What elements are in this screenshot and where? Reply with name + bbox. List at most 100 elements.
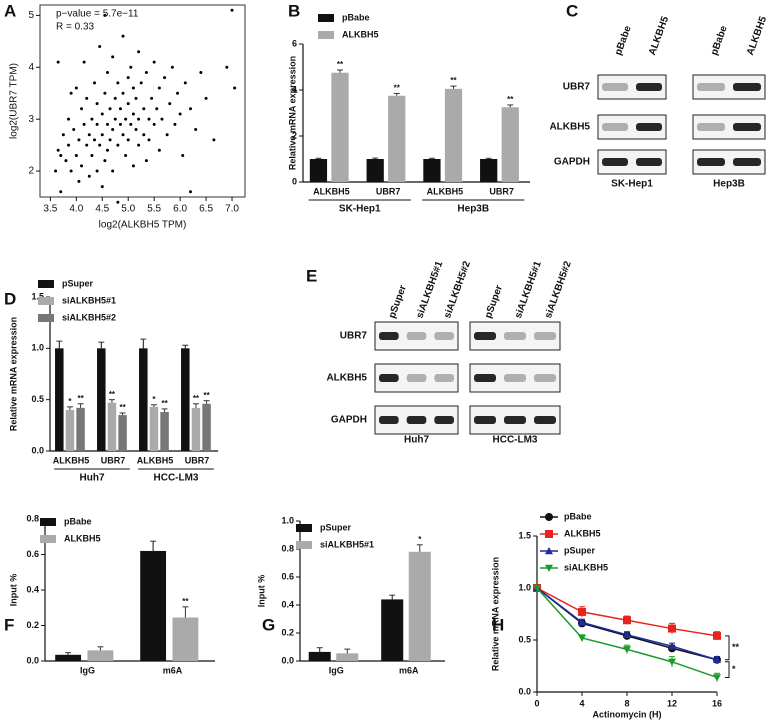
x-tick-label: m6A xyxy=(399,665,419,675)
bar xyxy=(55,348,64,451)
point xyxy=(82,122,86,126)
bar xyxy=(76,407,85,451)
blot-band xyxy=(379,416,399,424)
row-label: UBR7 xyxy=(563,82,591,93)
point xyxy=(129,65,133,69)
point xyxy=(131,112,135,116)
point xyxy=(199,70,203,74)
point xyxy=(100,185,104,189)
blot-band xyxy=(602,158,628,166)
point xyxy=(157,148,161,152)
legend-swatch xyxy=(318,14,334,22)
significance: ** xyxy=(337,60,344,69)
y-tick-label: 3 xyxy=(28,114,34,125)
point xyxy=(103,159,107,163)
x-tick-label: ALKBH5 xyxy=(53,455,90,465)
panel-label: A xyxy=(4,1,16,20)
bar xyxy=(331,72,349,182)
bar xyxy=(308,651,331,661)
marker xyxy=(668,658,676,666)
y-tick-label: 0.2 xyxy=(281,627,294,637)
marker xyxy=(623,646,631,654)
y-tick-label: 0.6 xyxy=(281,571,294,581)
y-tick-label: 0.0 xyxy=(281,655,294,665)
x-tick-label: m6A xyxy=(163,665,183,675)
legend-swatch xyxy=(38,314,54,322)
legend-label: ALKBH5 xyxy=(564,528,601,538)
row-label: ALKBH5 xyxy=(549,122,590,133)
x-tick-label: 0 xyxy=(534,698,539,708)
significance: ** xyxy=(182,597,189,606)
blot-band xyxy=(697,123,725,131)
point xyxy=(80,107,84,111)
point xyxy=(116,81,120,85)
point xyxy=(56,148,60,152)
group-label: Hep3B xyxy=(457,204,489,215)
point xyxy=(69,91,73,95)
point xyxy=(178,112,182,116)
y-tick-label: 0.8 xyxy=(281,543,294,553)
y-tick-label: 0.0 xyxy=(518,686,531,696)
point xyxy=(87,174,91,178)
y-tick-label: 0.8 xyxy=(26,513,39,523)
line xyxy=(536,587,718,637)
significance: * xyxy=(418,535,422,544)
blot-band xyxy=(474,374,496,382)
point xyxy=(64,159,68,163)
bar xyxy=(149,406,159,451)
lane-label: pSuper xyxy=(387,284,409,320)
x-tick-label: UBR7 xyxy=(101,455,126,465)
panel-label: G xyxy=(262,615,275,634)
blot-band xyxy=(534,374,556,382)
point xyxy=(108,138,112,142)
bar xyxy=(480,159,498,182)
point xyxy=(168,102,172,106)
marker xyxy=(578,607,586,616)
marker xyxy=(713,631,721,640)
lane-label: siALKBH5#2 xyxy=(442,259,473,320)
point xyxy=(230,8,234,12)
point xyxy=(163,76,167,80)
y-axis-label: Relative mRNA expression xyxy=(490,557,500,671)
legend-label: pSuper xyxy=(564,545,596,555)
point xyxy=(170,65,174,69)
significance: ** xyxy=(394,84,401,93)
y-tick-label: 1.0 xyxy=(31,343,44,353)
legend-label: pSuper xyxy=(320,522,352,532)
blot-band xyxy=(697,83,725,91)
point xyxy=(98,45,102,49)
y-tick-label: 2 xyxy=(28,166,34,177)
marker xyxy=(533,584,541,592)
point xyxy=(124,153,128,157)
x-tick-label: UBR7 xyxy=(376,186,401,196)
point xyxy=(105,122,109,126)
point xyxy=(74,86,78,90)
group-label: HCC-LM3 xyxy=(154,473,199,484)
y-axis-label: Relative mRNA expression xyxy=(287,56,297,170)
x-tick-label: ALKBH5 xyxy=(137,455,174,465)
point xyxy=(85,96,89,100)
point xyxy=(142,133,146,137)
point xyxy=(87,133,91,137)
x-tick-label: UBR7 xyxy=(185,455,210,465)
row-label: GAPDH xyxy=(554,157,590,168)
point xyxy=(204,96,208,100)
point xyxy=(194,128,198,132)
point xyxy=(165,133,169,137)
x-tick-label: 3.5 xyxy=(43,204,57,215)
legend-marker xyxy=(545,513,553,521)
x-tick-label: 12 xyxy=(667,698,677,708)
x-axis-label: Actinomycin (H) xyxy=(592,709,661,719)
marker xyxy=(668,642,676,650)
y-tick-label: 0.4 xyxy=(26,584,39,594)
x-tick-label: UBR7 xyxy=(489,186,514,196)
point xyxy=(59,190,63,194)
blot-band xyxy=(602,83,628,91)
legend-label: pSuper xyxy=(62,278,94,288)
y-axis-label: Relative mRNA expression xyxy=(8,317,18,431)
point xyxy=(111,169,115,173)
point xyxy=(92,138,96,142)
y-tick-label: 1.5 xyxy=(518,530,531,540)
bar xyxy=(366,159,384,182)
point xyxy=(95,102,99,106)
